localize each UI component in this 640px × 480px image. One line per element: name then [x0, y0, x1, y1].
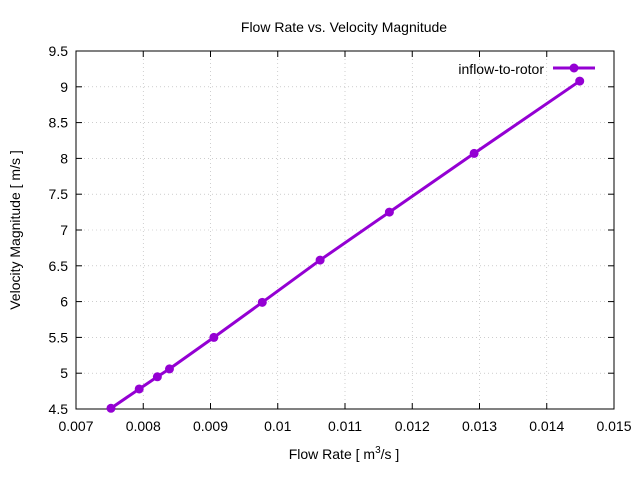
data-point	[209, 332, 219, 342]
y-tick-label: 9.5	[49, 43, 69, 59]
series-line	[110, 79, 581, 410]
data-point	[257, 297, 267, 307]
x-tick-label: 0.012	[395, 418, 430, 434]
data-point	[575, 76, 585, 86]
legend-label: inflow-to-rotor	[458, 61, 544, 77]
y-tick-label: 9	[60, 79, 68, 95]
x-tick-label: 0.014	[529, 418, 564, 434]
y-tick-label: 7	[60, 222, 68, 238]
y-tick-label: 5.5	[49, 329, 69, 345]
legend-marker	[569, 63, 579, 73]
y-tick-label: 4.5	[49, 401, 69, 417]
data-point	[152, 372, 162, 382]
y-tick-label: 8	[60, 150, 68, 166]
y-tick-label: 6.5	[49, 258, 69, 274]
y-tick-label: 5	[60, 365, 68, 381]
x-tick-label: 0.011	[328, 418, 362, 434]
x-tick-label: 0.007	[58, 418, 93, 434]
axis-ticks: 0.007 0.008 0.009 0.01 0.011 0.012 0.013 0.014 0…	[49, 43, 632, 434]
data-point	[164, 364, 174, 374]
x-tick-label: 0.01	[264, 418, 291, 434]
legend: inflow-to-rotor	[458, 61, 595, 77]
data-point	[134, 384, 144, 394]
y-axis-label: Velocity Magnitude [ m/s ]	[7, 150, 23, 310]
x-axis-label: Flow Rate [ m3/s ]	[289, 445, 400, 462]
y-tick-label: 7.5	[49, 186, 69, 202]
x-tick-label: 0.008	[126, 418, 161, 434]
y-tick-label: 8.5	[49, 115, 69, 131]
data-point	[106, 403, 116, 413]
data-point	[469, 148, 479, 158]
data-point	[384, 207, 394, 217]
y-tick-label: 6	[60, 294, 68, 310]
x-tick-label: 0.009	[193, 418, 228, 434]
x-tick-label: 0.015	[596, 418, 631, 434]
data-point	[315, 255, 325, 265]
series-layer	[106, 76, 585, 413]
chart-title: Flow Rate vs. Velocity Magnitude	[241, 19, 447, 35]
x-tick-label: 0.013	[462, 418, 497, 434]
grid-lines	[76, 51, 614, 409]
